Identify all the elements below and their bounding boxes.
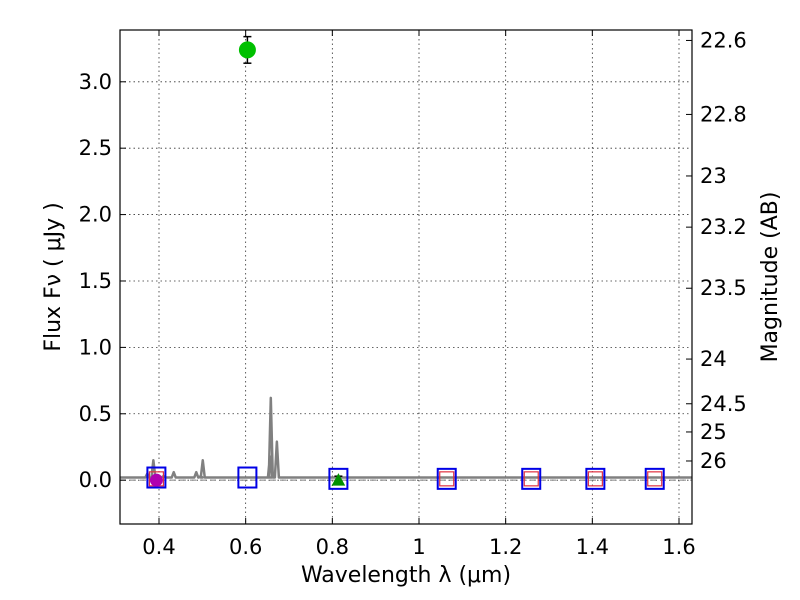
observed-point-2 (331, 473, 346, 486)
x-tick-label-2: 0.8 (316, 535, 349, 559)
y-axis-title: Flux Fν ( μJy ) (41, 202, 66, 351)
y-tick-label-1: 0.5 (79, 402, 112, 426)
y-tick-label-4: 2.0 (79, 203, 112, 227)
x-tick-label-1: 0.6 (229, 535, 262, 559)
model-point-blue-1 (237, 466, 258, 489)
observed-point-1 (238, 41, 256, 59)
mag-tick-label-6: 24.5 (700, 392, 747, 416)
mag-tick-label-1: 22.8 (700, 102, 747, 126)
model-point-red-2 (523, 471, 539, 487)
model-point-red-4 (647, 471, 663, 487)
plot-frame (119, 29, 693, 525)
x-tick-label-6: 1.6 (662, 535, 695, 559)
x-tick-label-5: 1.4 (576, 535, 609, 559)
model-point-red-1 (439, 471, 455, 487)
mag-tick-label-8: 26 (700, 449, 727, 473)
mag-tick-label-3: 23.2 (700, 215, 747, 239)
mag-tick-label-4: 23.5 (700, 276, 747, 300)
y-tick-label-3: 1.5 (79, 269, 112, 293)
model-point-blue-6 (644, 467, 665, 490)
y-tick-label-0: 0.0 (79, 468, 112, 492)
model-point-blue-5 (585, 467, 606, 490)
model-point-blue-3 (436, 467, 457, 490)
y-tick-label-2: 1.0 (79, 335, 112, 359)
mag-tick-label-7: 25 (700, 420, 727, 444)
spectrum-layer (120, 396, 692, 481)
model-point-blue-2 (328, 467, 349, 490)
model-point-blue-0 (146, 466, 167, 489)
model-point-blue-4 (521, 467, 542, 490)
model-point-red-3 (587, 471, 603, 487)
y-tick-label-6: 3.0 (79, 70, 112, 94)
mag-tick-label-0: 22.6 (700, 28, 747, 52)
marker-layer (146, 35, 665, 490)
tick-layer: 0.4 0.6 0.8 1 1.2 1.4 1.6 0.0 0.5 1.0 1.5 2.0 2.5 3.0… (79, 28, 747, 559)
x-tick-label-0: 0.4 (142, 535, 175, 559)
x-tick-label-3: 1 (412, 535, 425, 559)
right-axis-title: Magnitude (AB) (758, 192, 783, 363)
mag-tick-label-2: 23 (700, 164, 727, 188)
x-axis-title: Wavelength λ (μm) (301, 563, 511, 588)
y-tick-label-5: 2.5 (79, 136, 112, 160)
x-tick-label-4: 1.2 (489, 535, 522, 559)
mag-tick-label-5: 24 (700, 347, 727, 371)
model-spectrum (120, 396, 692, 479)
observed-point-0 (149, 473, 163, 487)
